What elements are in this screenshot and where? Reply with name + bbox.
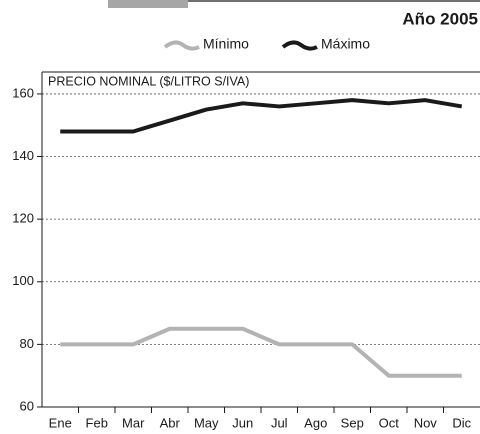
y-tick-label: 100	[12, 273, 34, 288]
series-line	[60, 98, 463, 134]
x-tick-label: Jul	[271, 415, 288, 430]
x-tick-label: Sep	[341, 415, 364, 430]
header-bar	[108, 0, 188, 8]
x-tick-label: Oct	[379, 415, 400, 430]
y-tick-label: 120	[12, 211, 34, 226]
legend-swatch	[281, 40, 318, 51]
series-line	[60, 326, 462, 378]
x-tick-label: Mar	[122, 415, 145, 430]
y-tick-label: 80	[20, 336, 34, 351]
x-tick-label: Dic	[452, 415, 471, 430]
x-tick-label: Feb	[86, 415, 108, 430]
legend-label: Mínimo	[203, 36, 249, 52]
y-tick-label: 160	[12, 85, 34, 100]
x-tick-label: Ene	[49, 415, 72, 430]
x-tick-label: Ago	[304, 415, 327, 430]
y-axis-label: PRECIO NOMINAL ($/LITRO S/IVA)	[48, 74, 249, 88]
x-tick-label: May	[194, 415, 219, 430]
x-tick-label: Nov	[414, 415, 438, 430]
x-tick-label: Jun	[232, 415, 253, 430]
chart-title: Año 2005	[402, 9, 478, 28]
legend-label: Máximo	[321, 36, 370, 52]
y-tick-label: 60	[20, 398, 34, 413]
x-tick-label: Abr	[160, 415, 181, 430]
y-tick-label: 140	[12, 148, 34, 163]
legend-swatch	[163, 40, 200, 51]
